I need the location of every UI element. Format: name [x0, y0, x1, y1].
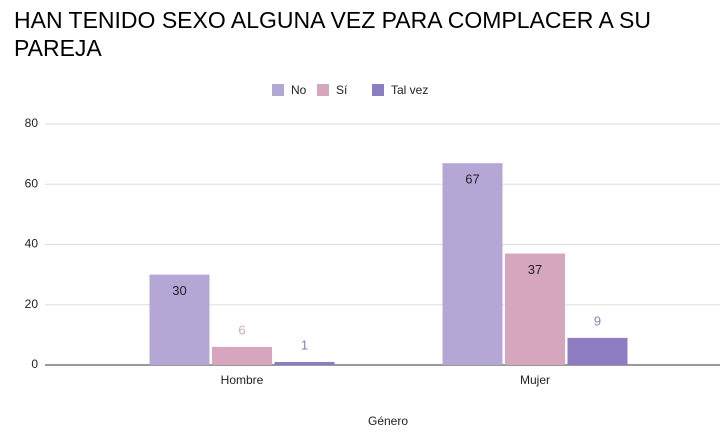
x-tick-label: Mujer [520, 373, 550, 387]
y-tick-label: 80 [25, 116, 39, 130]
legend-label: Tal vez [391, 83, 428, 97]
bar [442, 163, 503, 365]
data-label: 6 [238, 322, 245, 337]
chart-title: HAN TENIDO SEXO ALGUNA VEZ PARA COMPLACE… [14, 7, 651, 61]
legend-swatch [272, 84, 284, 96]
data-label: 67 [465, 172, 479, 187]
bar [149, 274, 210, 365]
bar [274, 361, 335, 365]
y-tick-label: 60 [25, 176, 39, 190]
data-label: 37 [528, 262, 542, 277]
x-tick-label: Hombre [221, 373, 264, 387]
y-tick-label: 40 [25, 237, 39, 251]
y-tick-label: 0 [31, 357, 38, 371]
bar [567, 337, 628, 365]
y-tick-label: 20 [25, 297, 39, 311]
bar [212, 346, 272, 365]
data-label: 1 [301, 337, 308, 352]
x-axis-title: Género [368, 414, 408, 428]
legend-swatch [372, 84, 384, 96]
bar [505, 253, 565, 365]
data-label: 9 [594, 313, 601, 328]
legend-label: No [291, 83, 307, 97]
legend-swatch [317, 84, 329, 96]
legend-label: Sí [336, 83, 348, 97]
data-label: 30 [172, 283, 186, 298]
